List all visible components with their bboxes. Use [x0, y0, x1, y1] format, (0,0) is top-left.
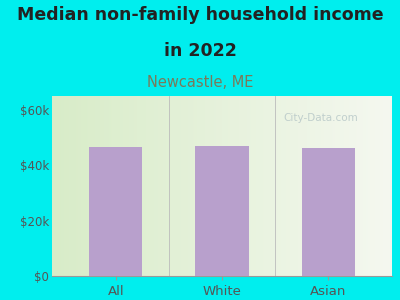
Bar: [196, 146, 248, 276]
Bar: [89, 147, 142, 276]
Text: Newcastle, ME: Newcastle, ME: [147, 75, 253, 90]
Text: City-Data.com: City-Data.com: [283, 112, 358, 123]
Text: Median non-family household income: Median non-family household income: [17, 6, 383, 24]
Text: in 2022: in 2022: [164, 42, 236, 60]
Bar: [302, 148, 355, 276]
